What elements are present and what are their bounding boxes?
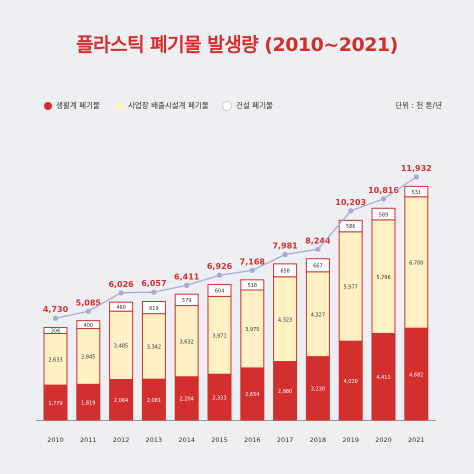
legend-item-construction: 건설 폐기물 bbox=[222, 100, 273, 111]
data-label-construction-2019: 586 bbox=[346, 224, 356, 230]
total-point-2010 bbox=[52, 315, 59, 321]
data-label-household-2011: 1,819 bbox=[81, 400, 95, 406]
data-label-business-2021: 6,700 bbox=[409, 261, 423, 267]
total-label-2020: 10,816 bbox=[368, 186, 399, 195]
data-label-household-2012: 2,064 bbox=[114, 398, 128, 404]
data-label-business-2016: 3,975 bbox=[245, 327, 259, 333]
legend-label-construction: 건설 폐기물 bbox=[236, 101, 273, 110]
x-tick-label-2015: 2015 bbox=[211, 436, 228, 444]
x-tick-label-2014: 2014 bbox=[178, 436, 195, 444]
legend-swatch-construction bbox=[222, 100, 232, 111]
total-point-2018 bbox=[315, 246, 321, 252]
total-point-2020 bbox=[380, 196, 387, 202]
total-label-2011: 5,085 bbox=[76, 298, 102, 307]
data-label-construction-2018: 667 bbox=[313, 263, 323, 269]
data-label-business-2014: 3,632 bbox=[180, 339, 194, 345]
bar-construction-2020 bbox=[371, 207, 396, 221]
bar-construction-2016 bbox=[240, 279, 265, 291]
total-label-2010: 4,730 bbox=[43, 305, 69, 314]
legend-swatch-business bbox=[116, 101, 124, 110]
x-tick-label-2018: 2018 bbox=[310, 436, 327, 444]
bar-construction-2015 bbox=[207, 284, 232, 297]
data-label-construction-2016: 518 bbox=[248, 283, 258, 289]
data-label-construction-2017: 658 bbox=[280, 269, 290, 275]
data-label-construction-2020: 589 bbox=[379, 212, 389, 218]
data-label-business-2015: 3,971 bbox=[212, 334, 226, 340]
data-label-construction-2014: 579 bbox=[182, 298, 192, 304]
data-label-business-2018: 4,327 bbox=[311, 312, 325, 318]
total-label-2012: 6,026 bbox=[108, 280, 134, 289]
bar-construction-2010 bbox=[43, 326, 68, 334]
total-label-2018: 8,244 bbox=[305, 236, 331, 245]
data-label-household-2019: 4,020 bbox=[344, 379, 358, 385]
bar-construction-2018 bbox=[305, 258, 330, 273]
data-label-construction-2010: 306 bbox=[51, 329, 61, 335]
data-label-business-2012: 3,485 bbox=[114, 344, 128, 350]
data-label-household-2015: 2,333 bbox=[212, 395, 226, 401]
data-label-business-2017: 4,323 bbox=[278, 317, 292, 323]
bar-construction-2014 bbox=[174, 293, 199, 307]
data-label-construction-2021: 531 bbox=[412, 190, 422, 196]
x-tick-label-2016: 2016 bbox=[244, 436, 261, 444]
total-point-2019 bbox=[348, 208, 354, 214]
data-label-household-2016: 2,654 bbox=[245, 392, 259, 398]
bar-construction-2019 bbox=[338, 219, 363, 233]
bar-construction-2021 bbox=[404, 185, 429, 198]
total-label-2013: 6,057 bbox=[141, 279, 166, 288]
data-label-household-2021: 4,682 bbox=[409, 372, 423, 378]
x-tick-label-2012: 2012 bbox=[113, 436, 130, 444]
x-tick-label-2017: 2017 bbox=[277, 436, 294, 444]
data-label-business-2013: 3,342 bbox=[147, 345, 161, 351]
data-label-household-2013: 2,081 bbox=[147, 398, 161, 404]
legend-item-business: 사업장 배출시설계 폐기물 bbox=[116, 100, 209, 111]
total-label-2021: 11,932 bbox=[401, 164, 432, 173]
unit-label: 단위 : 천 톤/년 bbox=[395, 101, 442, 110]
data-label-business-2020: 5,796 bbox=[376, 275, 390, 281]
bar-construction-2013 bbox=[141, 301, 166, 315]
bar-construction-2012 bbox=[109, 301, 134, 312]
chart-title: 플라스틱 폐기물 발생량 (2010~2021) bbox=[76, 34, 398, 56]
x-tick-label-2011: 2011 bbox=[80, 436, 97, 444]
total-label-2019: 10,203 bbox=[335, 198, 366, 207]
total-point-2015 bbox=[216, 272, 223, 278]
total-point-2021 bbox=[413, 174, 419, 180]
total-label-2015: 6,926 bbox=[207, 262, 233, 271]
data-label-construction-2013: 619 bbox=[149, 306, 159, 312]
legend: 생활계 폐기물 사업장 배출시설계 폐기물 건설 폐기물 단위 : 천 톤/년 bbox=[0, 100, 474, 114]
data-label-household-2020: 4,411 bbox=[376, 375, 390, 381]
total-label-2017: 7,981 bbox=[272, 241, 298, 250]
data-label-construction-2011: 400 bbox=[84, 323, 94, 329]
total-point-2013 bbox=[151, 289, 157, 295]
data-label-household-2014: 2,204 bbox=[180, 397, 194, 403]
data-label-household-2017: 2,980 bbox=[278, 389, 292, 395]
x-tick-label-2021: 2021 bbox=[408, 436, 425, 444]
legend-label-business: 사업장 배출시설계 폐기물 bbox=[128, 101, 209, 110]
total-point-2014 bbox=[184, 282, 190, 288]
data-label-business-2010: 2,633 bbox=[48, 357, 62, 363]
bar-construction-2017 bbox=[273, 263, 298, 278]
total-point-2016 bbox=[249, 267, 255, 274]
total-point-2011 bbox=[85, 308, 91, 314]
legend-label-household: 생활계 폐기물 bbox=[56, 101, 100, 110]
data-label-household-2018: 3,230 bbox=[311, 387, 325, 393]
x-tick-label-2013: 2013 bbox=[146, 436, 163, 444]
data-label-business-2019: 5,577 bbox=[344, 285, 358, 291]
bar-construction-2011 bbox=[76, 320, 101, 330]
total-label-2016: 7,168 bbox=[240, 257, 266, 266]
data-label-business-2011: 2,845 bbox=[81, 355, 95, 361]
legend-item-household: 생활계 폐기물 bbox=[44, 100, 100, 111]
data-label-construction-2012: 460 bbox=[116, 305, 126, 311]
legend-swatch-household bbox=[44, 101, 52, 110]
data-label-household-2010: 1,779 bbox=[48, 401, 62, 407]
total-point-2012 bbox=[118, 290, 124, 296]
total-trend-line bbox=[55, 176, 417, 319]
x-tick-label-2020: 2020 bbox=[375, 436, 392, 444]
total-point-2017 bbox=[282, 251, 288, 258]
x-tick-label-2010: 2010 bbox=[47, 436, 64, 444]
x-tick-label-2019: 2019 bbox=[342, 436, 359, 444]
total-label-2014: 6,411 bbox=[174, 272, 200, 281]
data-label-construction-2015: 604 bbox=[215, 289, 225, 295]
